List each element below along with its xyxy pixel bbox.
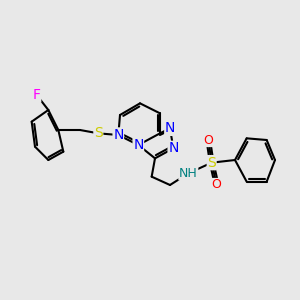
Text: N: N [133, 138, 143, 152]
Text: N: N [113, 128, 124, 142]
Text: F: F [33, 88, 41, 102]
Text: NH: NH [179, 167, 198, 180]
Text: O: O [203, 134, 213, 146]
Text: O: O [212, 178, 222, 191]
Text: N: N [165, 121, 175, 135]
Text: S: S [94, 126, 103, 140]
Text: N: N [168, 141, 178, 155]
Text: S: S [207, 156, 216, 170]
